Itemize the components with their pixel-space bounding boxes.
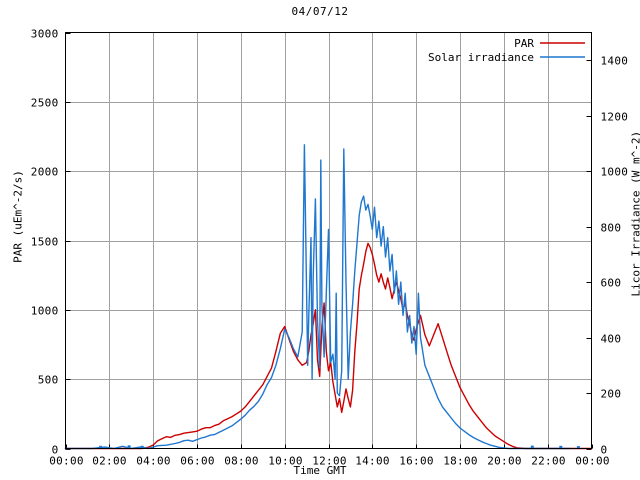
- grid-lines: [65, 32, 592, 449]
- x-axis-tick-label: 22:00: [531, 455, 566, 468]
- axis-tick-labels: 00:00 02:00 04:00 06:00 08:00 10:00 12:00 14:00…: [31, 28, 628, 468]
- series-line-solar-irradiance: [64, 144, 571, 450]
- y-axis-tick-label-left: 2000: [31, 166, 59, 179]
- night-noise-point: [140, 445, 144, 449]
- plot-frame: [65, 32, 592, 449]
- x-axis-tick-label: 16:00: [399, 455, 434, 468]
- y-axis-tick-label-left: 500: [38, 374, 59, 387]
- y-axis-tick-label-left: 2500: [31, 97, 59, 110]
- y-axis-tick-label-right: 400: [601, 333, 622, 346]
- y-axis-tick-label-left: 1500: [31, 236, 59, 249]
- y-axis-tick-label-left: 0: [52, 444, 59, 457]
- x-axis-tick-label: 08:00: [224, 455, 259, 468]
- legend-label-par: PAR: [514, 37, 534, 50]
- x-axis-tick-label: 18:00: [443, 455, 478, 468]
- night-noise-point: [559, 445, 563, 449]
- x-axis-tick-label: 04:00: [136, 455, 171, 468]
- data-series-layer: [64, 144, 593, 450]
- night-noise-point: [530, 445, 534, 449]
- y-axis-tick-label-right: 1200: [601, 111, 629, 124]
- chart-title: 04/07/12: [291, 5, 349, 18]
- y-axis-tick-label-right: 0: [601, 444, 608, 457]
- x-axis-tick-label: 10:00: [268, 455, 303, 468]
- y-axis-tick-label-left: 1000: [31, 305, 59, 318]
- x-axis-tick-label: 00:00: [575, 455, 610, 468]
- night-noise-point: [99, 445, 103, 449]
- y-axis-tick-label-right: 1000: [601, 166, 629, 179]
- x-axis-tick-label: 12:00: [312, 455, 347, 468]
- series-line-par: [64, 242, 593, 450]
- night-noise-point: [127, 445, 131, 448]
- x-axis-tick-label: 20:00: [487, 455, 522, 468]
- x-axis-tick-label: 06:00: [180, 455, 215, 468]
- legend-label-solar-irradiance: Solar irradiance: [428, 51, 534, 64]
- night-noise-point: [576, 446, 580, 449]
- y-axis-tick-label-right: 200: [601, 388, 622, 401]
- x-axis-label: Time GMT: [293, 464, 347, 477]
- y-axis-tick-label-left: 3000: [31, 28, 59, 41]
- y-axis-tick-label-right: 600: [601, 277, 622, 290]
- y-axis-tick-label-right: 1400: [601, 55, 629, 68]
- x-axis-tick-label: 02:00: [92, 455, 127, 468]
- y-axis-tick-label-right: 800: [601, 222, 622, 235]
- x-axis-tick-label: 14:00: [355, 455, 390, 468]
- x-axis-tick-label: 00:00: [49, 455, 84, 468]
